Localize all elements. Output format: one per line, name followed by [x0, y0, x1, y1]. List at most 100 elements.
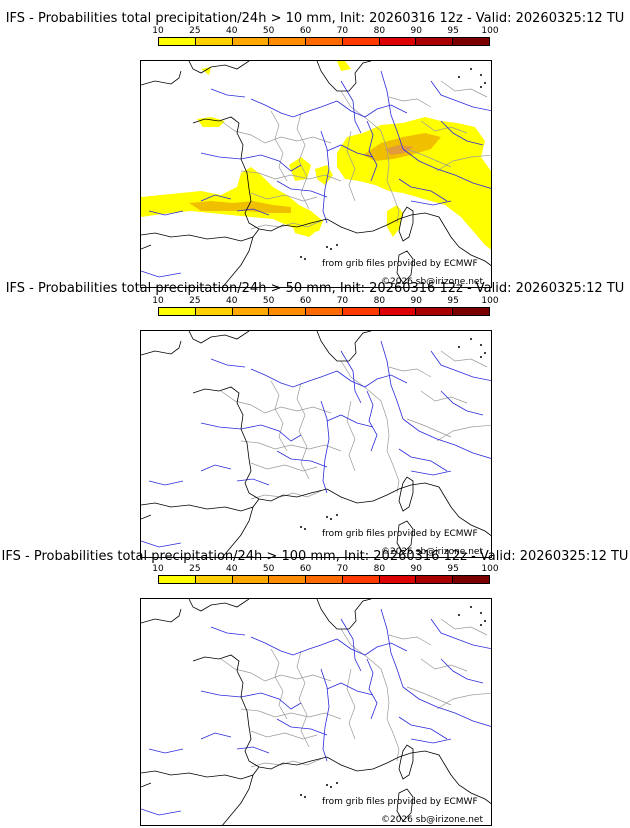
island-dot: [484, 620, 486, 622]
legend-tick-label: 80: [373, 26, 386, 36]
legend-tick-label: 50: [262, 296, 275, 306]
river-line: [148, 480, 184, 486]
admin-border-line: [250, 220, 322, 230]
island-dot: [326, 784, 328, 786]
legend-tick-label: 80: [373, 296, 386, 306]
copyright-credit: ©2026 sb@irizone.net: [381, 815, 483, 825]
coastline: [354, 61, 372, 74]
river-line: [430, 618, 491, 650]
river-line: [276, 180, 328, 198]
color-legend: 10 25 40 50 60 70 80 90 95 100: [152, 296, 499, 322]
legend-tick-label: 40: [226, 26, 238, 36]
river-line: [402, 686, 491, 727]
river-line: [200, 464, 232, 472]
island-dot: [480, 344, 482, 346]
legend-color-swatch: [159, 38, 196, 45]
river-line: [402, 418, 491, 459]
legend-tick-label: 25: [189, 296, 201, 306]
legend-color-swatch: [416, 308, 454, 315]
legend-tick-label: 60: [299, 296, 312, 306]
admin-border-line: [346, 130, 356, 202]
legend-color-swatch: [269, 308, 307, 315]
legend-color-swatch: [232, 576, 270, 583]
admin-border-line: [420, 390, 468, 404]
island-dot: [480, 86, 482, 88]
legend-tick-label: 70: [336, 296, 349, 306]
admin-border-line: [250, 490, 322, 500]
coastline: [316, 61, 357, 92]
coastline: [386, 750, 491, 804]
river-line: [250, 636, 338, 656]
coastline: [192, 116, 260, 230]
island-dot: [458, 76, 460, 78]
legend-tick-label: 90: [410, 564, 422, 574]
source-credit: from grib files provided by ECMWF: [322, 259, 478, 269]
river-line: [326, 414, 374, 428]
island-dot: [326, 246, 328, 248]
coastline: [141, 340, 182, 356]
island-dot: [480, 624, 482, 626]
river-line: [320, 400, 330, 494]
panel-title: IFS - Probabilities total precipitation/…: [5, 11, 625, 26]
river-line: [336, 370, 408, 388]
admin-border-line: [440, 80, 488, 98]
sardinia-coastline: [396, 250, 414, 284]
legend-tick-label: 95: [447, 26, 459, 36]
legend-color-swatch: [379, 576, 417, 583]
island-dot: [304, 258, 306, 260]
precipitation-probability-area: [197, 117, 225, 127]
coastline: [141, 766, 260, 780]
legend-tick-label: 95: [447, 296, 459, 306]
precipitation-probability-area: [337, 61, 351, 71]
coastline: [222, 774, 254, 825]
precipitation-probability-area: [201, 67, 211, 75]
river-line: [366, 390, 378, 452]
river-line: [336, 638, 408, 656]
island-dot: [470, 68, 472, 70]
river-line: [402, 148, 491, 189]
legend-color-swatch: [195, 576, 233, 583]
river-line: [200, 690, 302, 710]
island-dot: [300, 526, 302, 528]
admin-border-line: [250, 192, 318, 202]
legend-color-swatch: [232, 308, 270, 315]
river-line: [398, 716, 448, 740]
admin-border-line: [250, 462, 318, 472]
legend-color-swatch: [269, 576, 307, 583]
color-legend: 10 25 40 50 60 70 80 90 95 100: [152, 26, 499, 52]
coastline: [354, 331, 372, 344]
coastline: [386, 482, 491, 536]
admin-border-line: [250, 730, 318, 740]
admin-border-line: [420, 120, 468, 134]
river-line: [440, 658, 484, 684]
panel-title: IFS - Probabilities total precipitation/…: [1, 549, 629, 564]
coastline: [354, 599, 372, 612]
copyright-credit: ©2026 sb@irizone.net: [381, 277, 483, 287]
legend-color-swatch: [379, 38, 417, 45]
river-line: [440, 390, 484, 416]
coastline: [141, 608, 182, 624]
legend-color-bar: [158, 575, 490, 584]
river-line: [236, 746, 270, 754]
river-line: [148, 210, 184, 216]
river-line: [326, 682, 374, 696]
river-line: [366, 120, 378, 182]
legend-tick-label: 50: [262, 564, 275, 574]
coastline: [188, 61, 250, 74]
admin-border-line: [240, 708, 342, 720]
legend-tick-label: 60: [299, 26, 312, 36]
legend-color-bar: [158, 37, 490, 46]
coastline: [141, 514, 152, 520]
coastline: [222, 236, 254, 287]
island-dot: [458, 614, 460, 616]
legend-tick-label: 90: [410, 296, 422, 306]
legend-tick-label: 40: [226, 296, 238, 306]
legend-tick-label: 100: [481, 564, 499, 574]
island-dot: [330, 248, 332, 250]
admin-border-line: [346, 400, 356, 472]
legend-tick-label: 70: [336, 26, 349, 36]
island-dot: [336, 514, 338, 516]
island-dot: [484, 82, 486, 84]
coastline: [316, 599, 357, 630]
admin-border-line: [406, 418, 452, 438]
